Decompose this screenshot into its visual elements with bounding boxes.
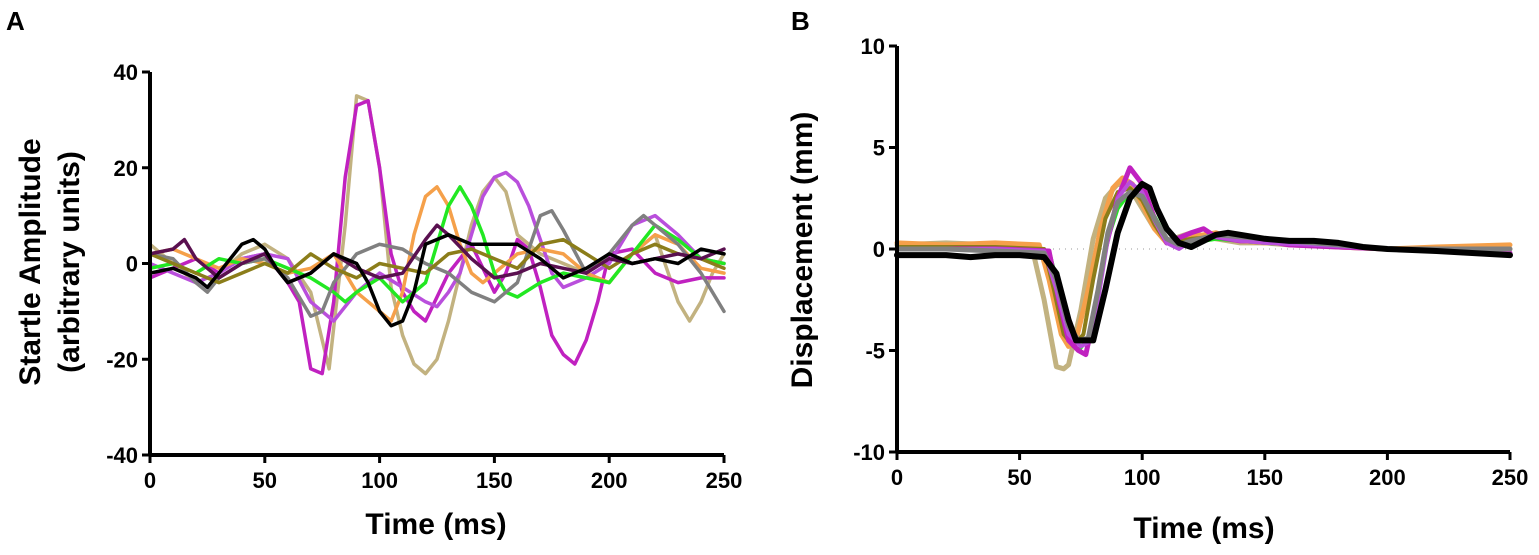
panel-a-x-tick-label: 0 — [144, 468, 156, 493]
panel-b-y-tick-label: 10 — [861, 34, 885, 59]
panel-a-x-tick-label: 100 — [361, 468, 398, 493]
panel-a-letter: A — [6, 6, 25, 36]
panel-a-y-tick-label: -40 — [106, 443, 138, 468]
panel-b-y-tick-label: 0 — [873, 237, 885, 262]
panel-a-y-tick-label: 20 — [114, 156, 138, 181]
panel-a-trace-tan — [148, 94, 726, 376]
panel-a-trace-olive — [148, 237, 726, 285]
panel-a: A -40 -20 0 20 40 0 50 100 150 200 250 Time (ms) S… — [6, 6, 742, 541]
panel-a-trace-plum — [148, 223, 726, 285]
panel-a-y-axis-title-line-2: (arbitrary units) — [53, 151, 86, 373]
panel-b-y-tick-label: -10 — [853, 440, 885, 465]
panel-b-x-axis-title: Time (ms) — [1133, 512, 1274, 545]
panel-b-x-tick-label: 250 — [1492, 465, 1529, 490]
panel-a-axes — [142, 70, 726, 463]
panel-b-trace-tan — [894, 181, 1513, 372]
panel-b-x-tick-label: 50 — [1007, 465, 1031, 490]
panel-a-x-tick-label: 250 — [706, 468, 743, 493]
panel-a-x-axis-title: Time (ms) — [365, 508, 506, 541]
panel-a-trace-black — [148, 233, 726, 328]
panel-a-y-tick-label: -20 — [106, 347, 138, 372]
panel-a-labels: -40 -20 0 20 40 0 50 100 150 200 250 — [106, 60, 742, 493]
panel-b-trace-green — [895, 190, 1512, 353]
panel-a-trace-magenta — [148, 98, 726, 376]
panel-a-trace-green — [148, 185, 726, 304]
panel-b-y-axis-title: Displacement (mm) — [786, 112, 819, 389]
panel-b-trace-gray — [894, 189, 1513, 343]
panel-a-x-tick-label: 50 — [253, 468, 277, 493]
panel-b-traces — [894, 165, 1513, 372]
panel-b-trace-magenta — [894, 165, 1513, 358]
panel-a-y-tick-label: 0 — [126, 252, 138, 277]
panel-a-y-axis-title-line-1: Startle Amplitude — [14, 138, 47, 385]
panel-a-x-tick-label: 150 — [476, 468, 513, 493]
panel-b-y-tick-label: 5 — [873, 136, 885, 161]
panel-a-y-tick-label: 40 — [114, 60, 138, 85]
panel-b-trace-black — [894, 181, 1513, 344]
panel-b-trace-violet — [895, 180, 1512, 349]
panel-b-x-tick-label: 100 — [1124, 465, 1161, 490]
panel-b-x-tick-label: 200 — [1369, 465, 1406, 490]
panel-b-x-tick-label: 0 — [891, 465, 903, 490]
panel-b-y-tick-label: -5 — [865, 339, 885, 364]
panel-b-trace-olive — [895, 186, 1512, 349]
panel-b-axes — [889, 44, 1512, 460]
panel-b-letter: B — [791, 6, 810, 36]
panel-a-x-tick-label: 200 — [591, 468, 628, 493]
panel-b-trace-orange — [894, 175, 1513, 349]
panel-b-x-tick-label: 150 — [1246, 465, 1283, 490]
panel-a-traces — [148, 94, 726, 376]
